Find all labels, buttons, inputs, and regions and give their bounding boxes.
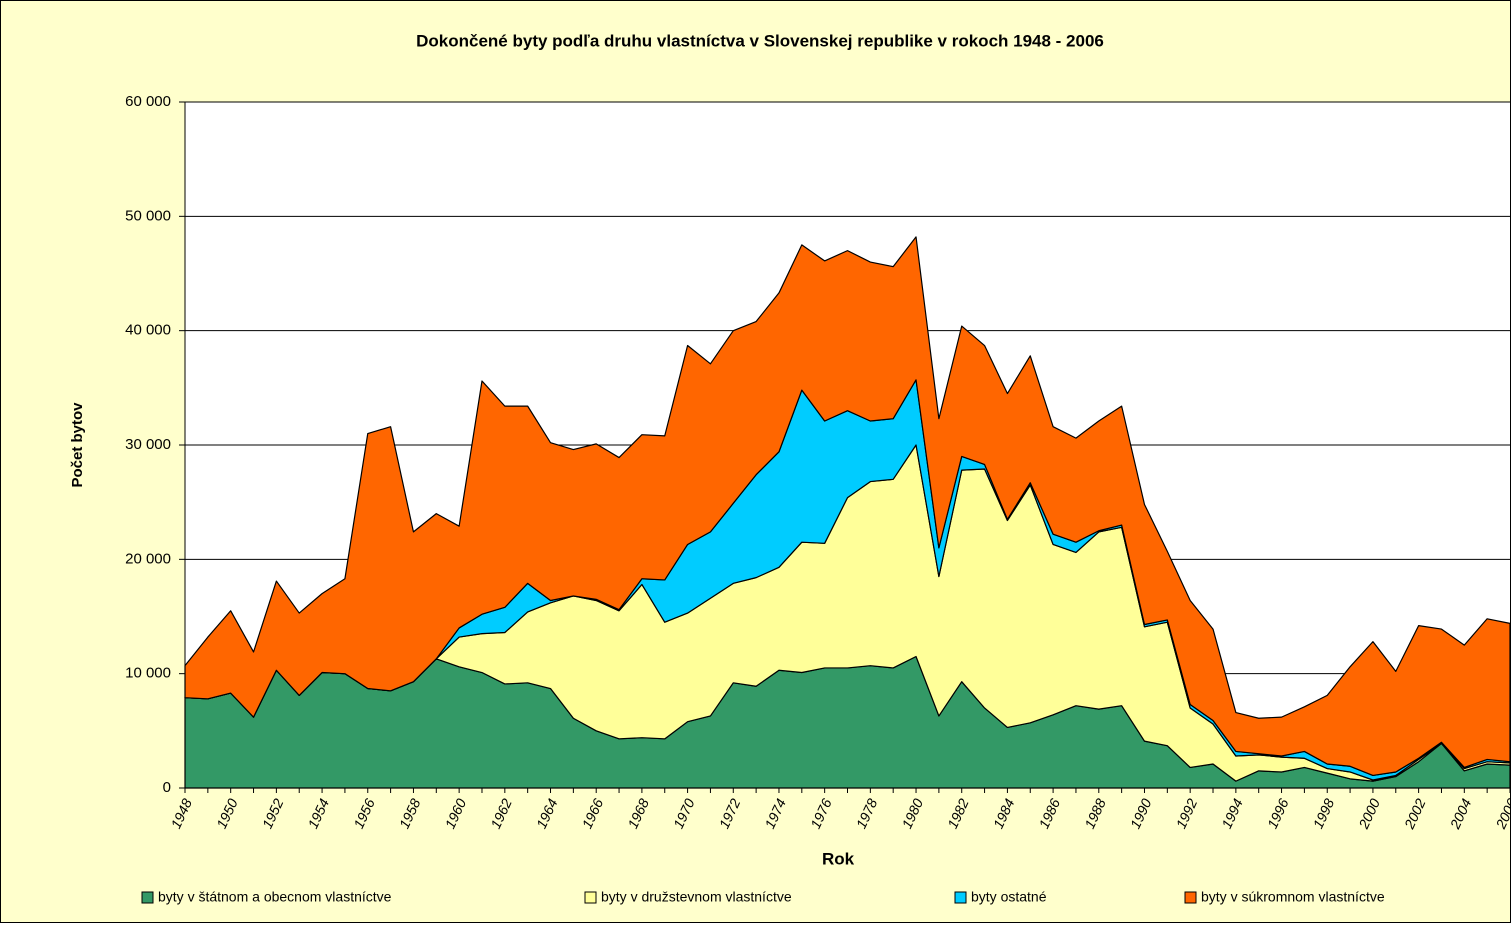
y-tick-label: 30 000 — [125, 436, 171, 453]
legend-swatch — [954, 891, 967, 904]
legend-label: byty ostatné — [971, 889, 1047, 905]
chart-title: Dokončené byty podľa druhu vlastníctva v… — [416, 31, 1104, 50]
y-tick-label: 60 000 — [125, 93, 171, 110]
y-axis-label: Počet bytov — [69, 402, 86, 488]
legend-label: byty v súkromnom vlastníctve — [1201, 889, 1385, 905]
y-tick-label: 20 000 — [125, 550, 171, 567]
legend-swatch — [141, 891, 154, 904]
legend-swatch — [584, 891, 597, 904]
area — [184, 236, 1511, 777]
legend-label: byty v družstevnom vlastníctve — [601, 889, 792, 905]
y-tick-label: 10 000 — [125, 665, 171, 682]
y-tick-label: 40 000 — [125, 322, 171, 339]
y-tick-label: 0 — [163, 779, 171, 796]
legend-label: byty v štátnom a obecnom vlastníctve — [158, 889, 392, 905]
y-tick-label: 50 000 — [125, 207, 171, 224]
x-axis-label: Rok — [822, 849, 855, 868]
legend-swatch — [1184, 891, 1197, 904]
